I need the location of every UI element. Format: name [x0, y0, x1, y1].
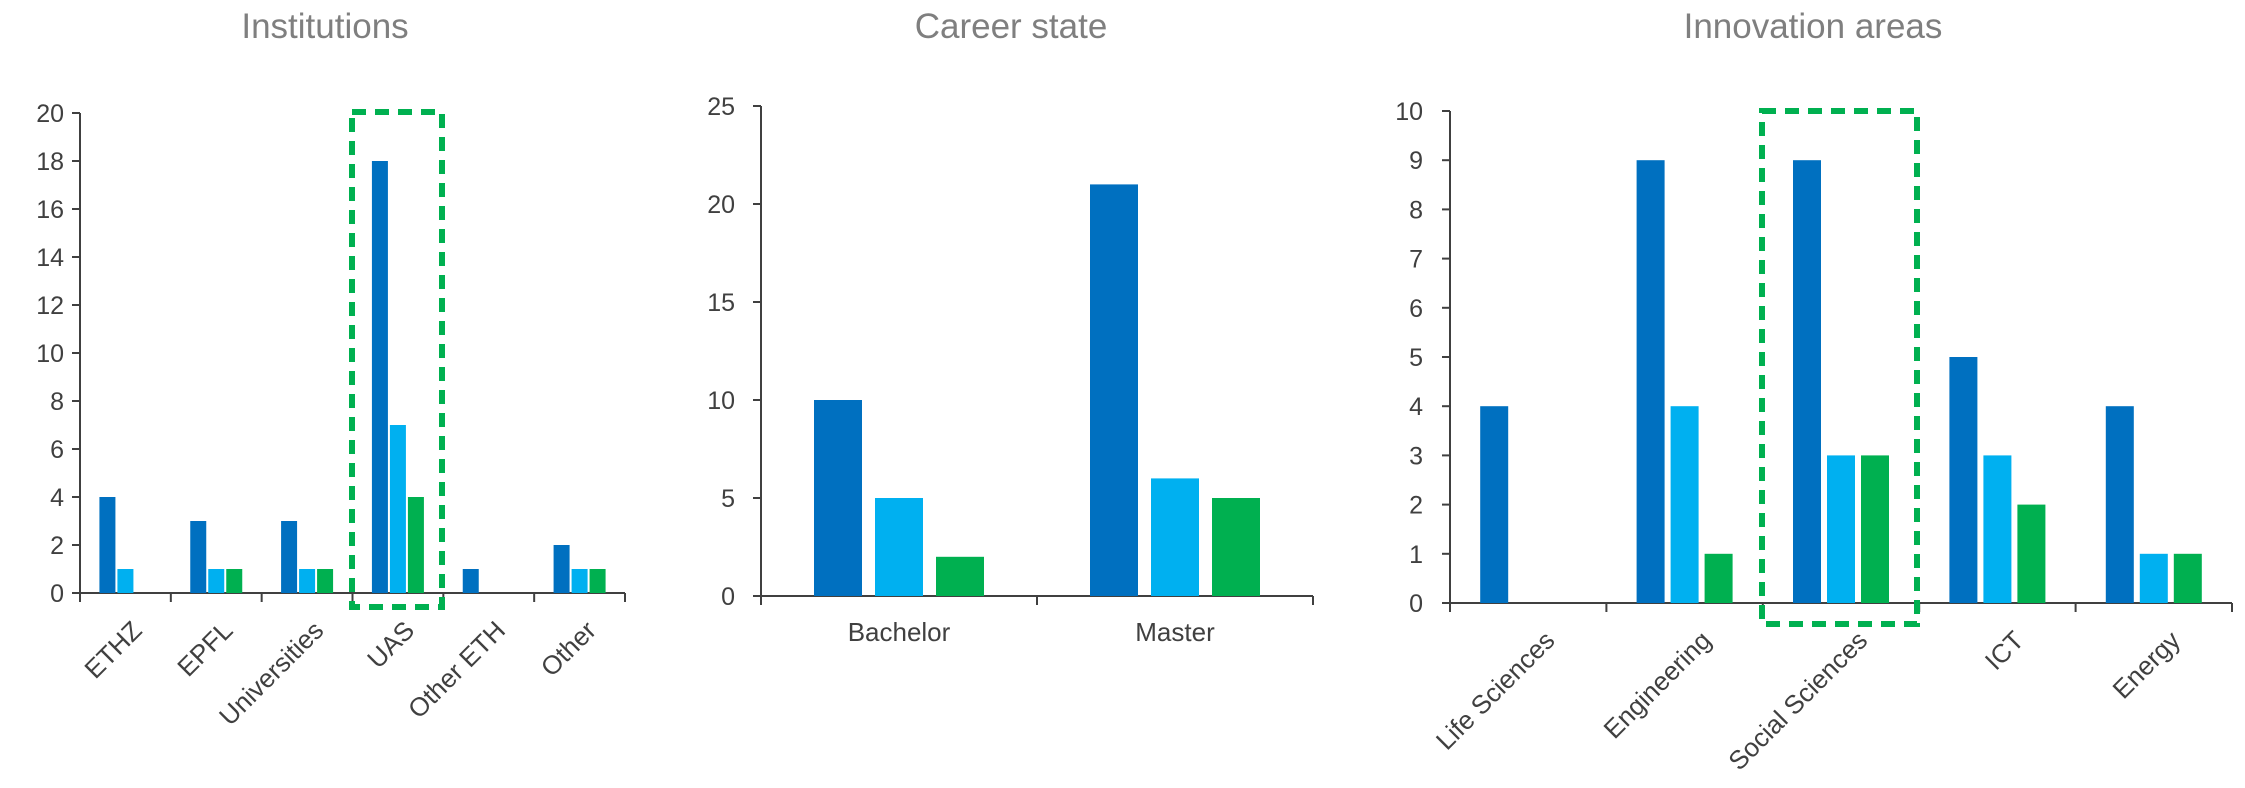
x-category-label: Life Sciences: [1430, 625, 1561, 756]
bar: [1983, 455, 2012, 603]
y-tick-label: 7: [1409, 246, 1423, 274]
y-tick-label: 1: [1409, 541, 1423, 569]
y-tick-label: 12: [36, 292, 64, 320]
x-category-label: UAS: [361, 615, 420, 674]
y-tick-label: 4: [50, 484, 64, 512]
x-category-label: Energy: [2107, 625, 2186, 704]
y-tick-label: 25: [707, 93, 735, 121]
bar: [875, 498, 923, 596]
y-tick-label: 4: [1409, 393, 1423, 421]
y-tick-label: 6: [1409, 295, 1423, 323]
x-category-label: Other: [535, 615, 602, 682]
y-tick-label: 5: [721, 485, 735, 513]
bar: [462, 569, 479, 593]
bar: [389, 425, 406, 593]
chart-title: Institutions: [241, 7, 408, 46]
bar: [936, 556, 984, 596]
x-category-label: Master: [1135, 617, 1215, 647]
y-tick-label: 0: [721, 583, 735, 611]
x-category-label: Other ETH: [402, 615, 511, 724]
bar: [1670, 406, 1699, 603]
bar: [190, 521, 207, 593]
y-tick-label: 18: [36, 148, 64, 176]
chart-title: Career state: [915, 7, 1108, 46]
bar: [814, 400, 862, 596]
bar: [1480, 406, 1509, 603]
bar: [2139, 553, 2168, 603]
bar: [1793, 160, 1821, 603]
bar: [1090, 184, 1138, 596]
bar: [1861, 455, 1889, 603]
bar: [1151, 478, 1199, 596]
y-tick-label: 10: [707, 387, 735, 415]
y-tick-label: 10: [1395, 98, 1423, 126]
bar: [2173, 553, 2202, 603]
highlight-box: [1759, 108, 1920, 627]
y-tick-label: 20: [707, 191, 735, 219]
y-tick-label: 9: [1409, 147, 1423, 175]
bar: [299, 569, 316, 593]
y-tick-label: 8: [50, 388, 64, 416]
y-tick-label: 10: [36, 340, 64, 368]
bar: [571, 569, 588, 593]
y-tick-label: 8: [1409, 196, 1423, 224]
bar: [1212, 498, 1260, 596]
x-category-label: Social Sciences: [1722, 625, 1873, 776]
bar: [1827, 455, 1855, 603]
bar: [553, 545, 570, 593]
bar: [2017, 504, 2046, 603]
y-tick-label: 2: [50, 532, 64, 560]
bar: [407, 497, 424, 593]
y-tick-label: 6: [50, 436, 64, 464]
bar: [1704, 553, 1733, 603]
x-category-label: Engineering: [1597, 625, 1716, 744]
bar: [208, 569, 225, 593]
bar: [371, 161, 388, 593]
bar: [317, 569, 334, 593]
x-category-label: ETHZ: [78, 615, 147, 684]
y-tick-label: 0: [1409, 590, 1423, 618]
y-tick-label: 2: [1409, 492, 1423, 520]
x-category-label: Bachelor: [848, 617, 951, 647]
bar: [1949, 357, 1978, 603]
x-category-label: ICT: [1979, 625, 2030, 676]
highlight-box: [349, 109, 445, 610]
bar: [2105, 406, 2134, 603]
bar: [99, 497, 116, 593]
y-tick-label: 0: [50, 580, 64, 608]
chart-3: Innovation areas 0 1 2 3 4 5 6 7 8 9 10 Life Science…: [1395, 7, 2233, 776]
y-tick-label: 15: [707, 289, 735, 317]
y-tick-label: 20: [36, 100, 64, 128]
y-tick-label: 14: [36, 244, 64, 272]
chart-title: Innovation areas: [1684, 7, 1943, 46]
bar: [281, 521, 298, 593]
chart-2: Career state 0 5 10 15 20 25 Bachelor Master: [707, 7, 1314, 647]
y-tick-label: 3: [1409, 442, 1423, 470]
bar: [589, 569, 606, 593]
x-category-label: EPFL: [171, 615, 238, 682]
bar: [226, 569, 243, 593]
y-tick-label: 5: [1409, 344, 1423, 372]
bar: [117, 569, 134, 593]
bar: [1636, 160, 1665, 603]
y-tick-label: 16: [36, 196, 64, 224]
